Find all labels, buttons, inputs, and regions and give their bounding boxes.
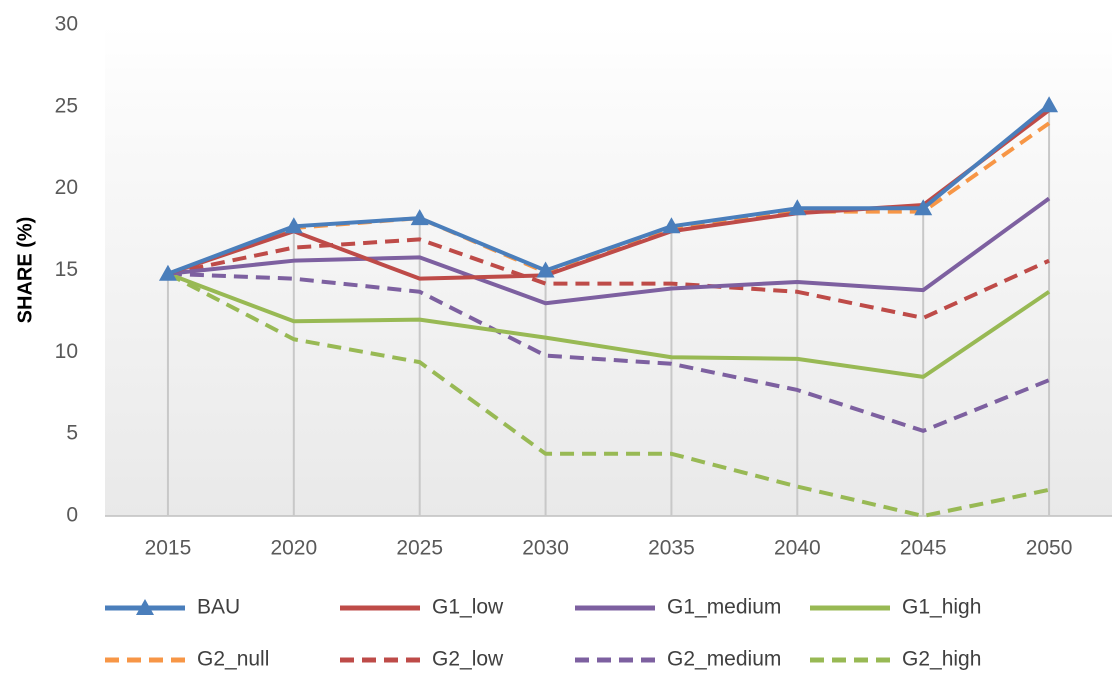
x-tick-label: 2015 bbox=[145, 537, 192, 560]
x-tick-label: 2045 bbox=[900, 537, 947, 560]
y-tick-label: 25 bbox=[55, 94, 78, 117]
series-line bbox=[167, 196, 1051, 306]
marker bbox=[284, 217, 303, 234]
x-tick-label: 2030 bbox=[522, 537, 569, 560]
x-tick-label: 2035 bbox=[648, 537, 695, 560]
legend-label: G1_low bbox=[432, 596, 504, 619]
x-tick-label: 2040 bbox=[774, 537, 821, 560]
y-tick-label: 20 bbox=[55, 176, 78, 199]
x-tick-label: 2025 bbox=[396, 537, 443, 560]
legend-label: BAU bbox=[197, 596, 240, 619]
legend-marker bbox=[136, 599, 154, 615]
y-tick-label: 10 bbox=[55, 340, 78, 363]
marker bbox=[788, 199, 807, 216]
y-tick-label: 30 bbox=[55, 13, 78, 36]
marker bbox=[914, 199, 933, 216]
marker bbox=[662, 217, 681, 234]
marker bbox=[536, 261, 555, 278]
series-line bbox=[167, 271, 1050, 433]
legend-label: G1_medium bbox=[667, 596, 781, 619]
y-tick-label: 15 bbox=[55, 258, 78, 281]
y-tick-label: 5 bbox=[66, 422, 78, 445]
series-line bbox=[167, 237, 1050, 320]
series-line bbox=[167, 103, 1051, 276]
y-tick-label: 0 bbox=[66, 504, 78, 527]
marker bbox=[158, 264, 177, 281]
y-axis-label: SHARE (%) bbox=[14, 217, 36, 324]
legend-label: G2_null bbox=[197, 648, 269, 671]
series-line bbox=[167, 271, 1051, 379]
marker bbox=[410, 209, 429, 226]
series-line bbox=[167, 271, 1050, 518]
legend-label: G2_low bbox=[432, 648, 504, 671]
legend-label: G2_high bbox=[902, 648, 981, 671]
legend-label: G1_high bbox=[902, 596, 981, 619]
x-tick-label: 2050 bbox=[1026, 537, 1073, 560]
legend-label: G2_medium bbox=[667, 648, 781, 671]
marker bbox=[1040, 96, 1059, 113]
plot-area bbox=[105, 25, 1112, 516]
x-tick-label: 2020 bbox=[270, 537, 317, 560]
